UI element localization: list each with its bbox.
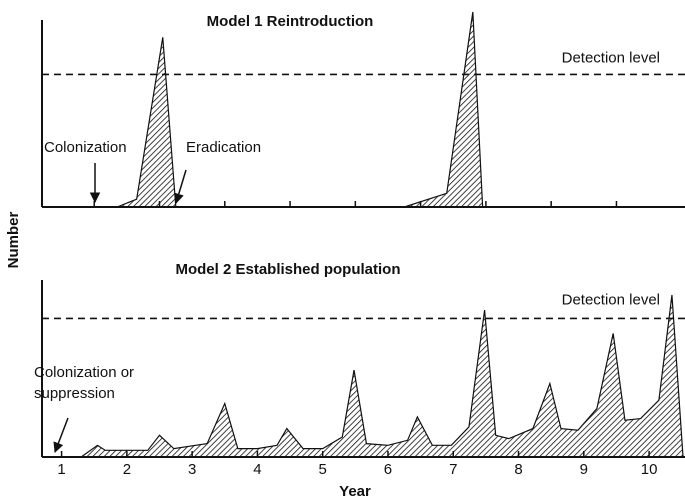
x-tick-label: 5 [319,461,327,478]
y-axis-label: Number [5,212,22,269]
area [116,11,484,208]
annotation: Colonization [44,139,127,156]
x-tick-label: 7 [449,461,457,478]
detection-label: Detection level [562,291,660,308]
annotation: suppression [34,385,115,402]
area [79,294,684,458]
arrow [53,417,69,453]
x-tick-label: 1 [57,461,65,478]
x-axis-label: Year [339,483,371,500]
chart-title: Model 1 Reintroduction [207,13,374,30]
x-tick-label: 8 [514,461,522,478]
annotation: Eradication [186,139,261,156]
detection-label: Detection level [562,49,660,66]
x-tick-label: 3 [188,461,196,478]
x-tick-label: 6 [384,461,392,478]
chart-title: Model 2 Established population [175,261,400,278]
x-tick-label: 2 [123,461,131,478]
x-tick-label: 4 [253,461,261,478]
x-tick-label: 10 [641,461,658,478]
arrow [173,169,187,205]
x-tick-label: 9 [580,461,588,478]
annotation: Colonization or [34,364,134,381]
